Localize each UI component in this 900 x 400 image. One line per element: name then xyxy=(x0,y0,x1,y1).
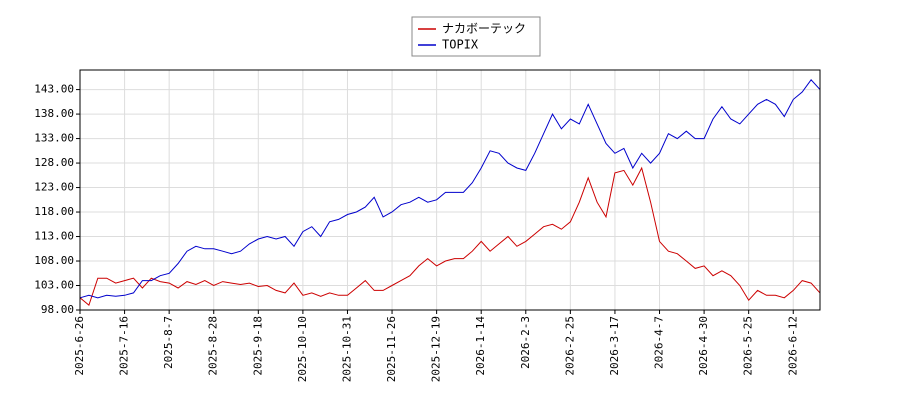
legend: ナカボーテック TOPIX xyxy=(418,22,526,52)
y-tick-label: 98.00 xyxy=(41,303,74,316)
grid xyxy=(79,70,820,311)
legend-label: ナカボーテック xyxy=(442,22,526,36)
y-tick-label: 118.00 xyxy=(34,205,74,218)
x-tick-label: 2026-4-30 xyxy=(697,316,710,376)
x-tick-label: 2025-12-19 xyxy=(430,316,443,382)
y-tick-label: 123.00 xyxy=(34,181,74,194)
x-tick-label: 2025-10-31 xyxy=(340,316,353,382)
y-tick-label: 113.00 xyxy=(34,230,74,243)
x-tick-label: 2026-5-25 xyxy=(742,316,755,376)
labels: 98.00 103.00 108.00 113.00 118.00 123.00 128.0… xyxy=(34,83,799,383)
x-tick-label: 2025-10-10 xyxy=(296,316,309,382)
plot-frame xyxy=(79,69,821,311)
x-tick-label: 2025-6-26 xyxy=(73,316,86,376)
x-tick-label: 2025-11-26 xyxy=(385,316,398,382)
x-tick-label: 2026-2-25 xyxy=(563,316,576,376)
series-line xyxy=(79,79,821,299)
x-tick-label: 2025-7-16 xyxy=(118,316,131,376)
x-tick-label: 2025-9-18 xyxy=(251,316,264,376)
x-tick-label: 2026-2-3 xyxy=(519,316,532,369)
y-tick-label: 128.00 xyxy=(34,156,74,169)
series-line xyxy=(79,166,821,306)
y-tick-label: 138.00 xyxy=(34,107,74,120)
x-tick-label: 2026-3-17 xyxy=(608,316,621,376)
x-tick-label: 2025-8-28 xyxy=(207,316,220,376)
y-tick-label: 133.00 xyxy=(34,132,74,145)
legend-box xyxy=(411,16,541,57)
x-tick-label: 2026-6-12 xyxy=(786,316,799,376)
x-tick-label: 2026-4-7 xyxy=(653,316,666,369)
y-tick-label: 103.00 xyxy=(34,279,74,292)
y-tick-label: 143.00 xyxy=(34,83,74,96)
y-tick-label: 108.00 xyxy=(34,254,74,267)
lines xyxy=(79,79,821,306)
x-tick-label: 2026-1-14 xyxy=(474,316,487,376)
x-tick-label: 2025-8-7 xyxy=(162,316,175,369)
legend-label: TOPIX xyxy=(442,38,479,52)
